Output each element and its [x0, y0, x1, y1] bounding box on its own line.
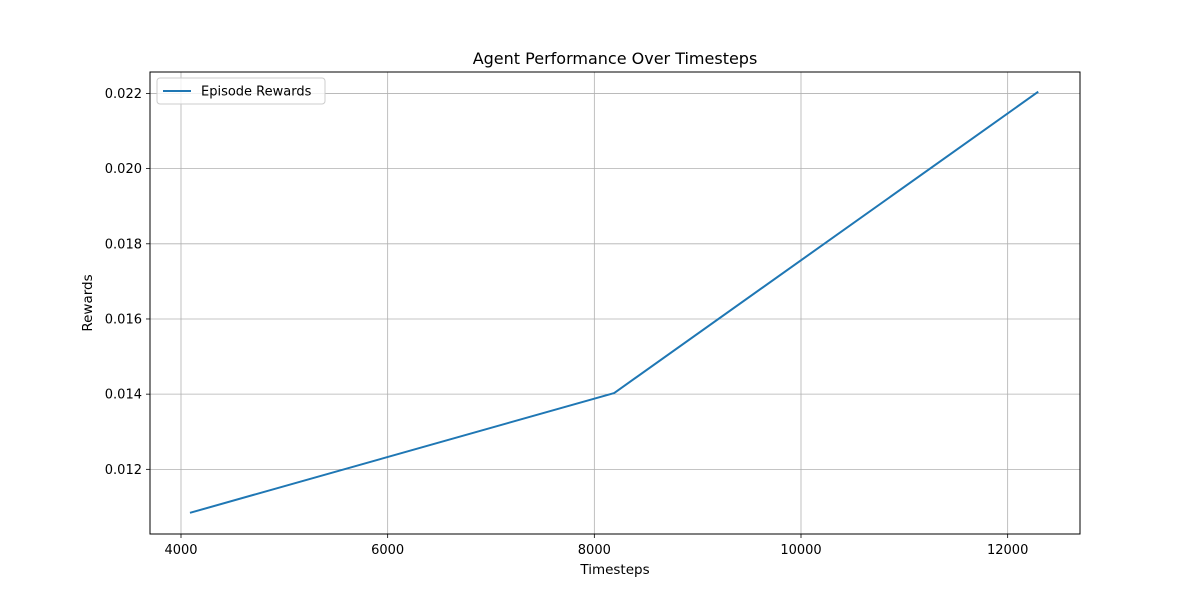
x-tick-label: 8000	[578, 543, 611, 558]
x-axis-label: Timesteps	[579, 562, 649, 578]
grid-lines	[150, 72, 1080, 534]
y-tick-label: 0.014	[105, 388, 142, 403]
y-tick-label: 0.022	[105, 87, 142, 102]
legend-label-episode-rewards: Episode Rewards	[201, 85, 312, 100]
x-tick-label: 10000	[780, 543, 821, 558]
y-axis-ticks: 0.012 0.014 0.016 0.018 0.020 0.022	[105, 87, 150, 478]
y-tick-label: 0.018	[105, 237, 142, 252]
x-tick-label: 12000	[987, 543, 1028, 558]
series-layer	[189, 90, 1039, 514]
y-tick-label: 0.012	[105, 463, 142, 478]
y-tick-label: 0.020	[105, 162, 142, 177]
plot-area	[150, 72, 1080, 534]
y-axis-label: Rewards	[80, 274, 96, 331]
x-axis-ticks: 4000 6000 8000 10000 12000	[164, 534, 1028, 558]
chart-title: Agent Performance Over Timesteps	[473, 49, 758, 68]
y-tick-label: 0.016	[105, 312, 142, 327]
legend: Episode Rewards	[156, 77, 326, 105]
legend-box	[156, 77, 326, 105]
x-tick-label: 6000	[371, 543, 404, 558]
x-tick-label: 4000	[164, 543, 197, 558]
plot-frame	[149, 71, 1081, 535]
